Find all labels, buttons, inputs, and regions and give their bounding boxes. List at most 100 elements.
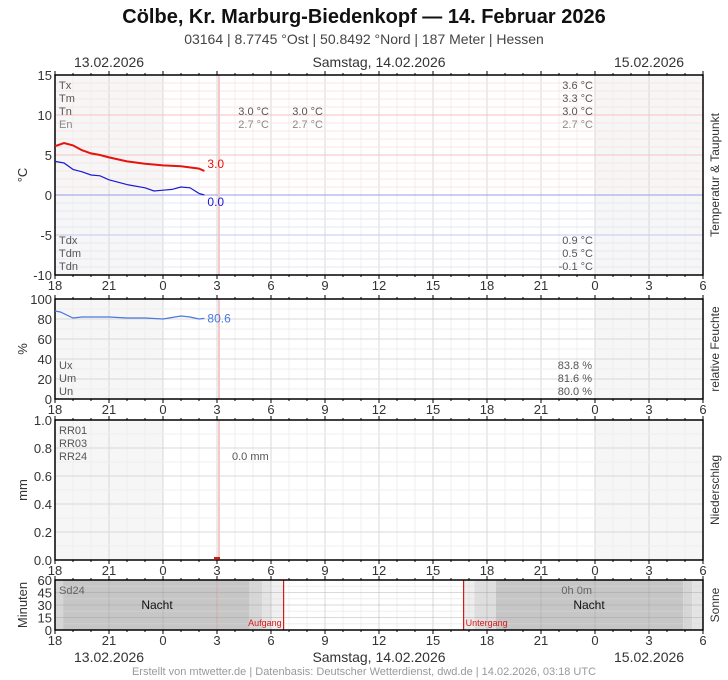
x-tick-label: 0 bbox=[591, 633, 598, 648]
stat-label: Tn bbox=[59, 106, 72, 118]
precipitation-bar bbox=[214, 557, 220, 559]
dewpoint-line bbox=[54, 160, 205, 196]
stat-label: RR01 bbox=[59, 425, 87, 437]
x-tick-label: 15 bbox=[426, 278, 440, 293]
night-band bbox=[496, 580, 684, 630]
x-tick-label: 0 bbox=[159, 402, 166, 417]
x-tick-label: 3 bbox=[213, 402, 220, 417]
y-axis-unit: °C bbox=[15, 168, 30, 183]
stat-label: RR03 bbox=[59, 438, 87, 450]
stat-value: 0.9 °C bbox=[562, 235, 593, 247]
temperature-panel bbox=[54, 71, 704, 279]
panel-title: Niederschlag bbox=[708, 455, 722, 525]
stat-value: 80.0 % bbox=[558, 386, 592, 398]
x-tick-label: 18 bbox=[480, 278, 494, 293]
stat-value: 3.0 °C bbox=[562, 106, 593, 118]
x-tick-label: 9 bbox=[321, 402, 328, 417]
night-band bbox=[55, 580, 64, 630]
panel-title: Sonne bbox=[708, 587, 722, 622]
y-tick-label: 45 bbox=[38, 586, 52, 601]
dewpoint-current-value: 0.0 bbox=[207, 195, 224, 209]
station-info: 03164 | 8.7745 °Ost | 50.8492 °Nord | 18… bbox=[184, 31, 544, 47]
x-tick-label: 18 bbox=[48, 563, 62, 578]
y-tick-label: 0.2 bbox=[34, 525, 52, 540]
x-tick-label: 6 bbox=[267, 402, 274, 417]
precipitation-panel bbox=[54, 416, 704, 564]
x-tick-label: 3 bbox=[213, 563, 220, 578]
x-tick-label: 21 bbox=[102, 633, 116, 648]
y-tick-label: 60 bbox=[38, 573, 52, 588]
stat-label: En bbox=[59, 119, 72, 131]
x-tick-label: 18 bbox=[480, 402, 494, 417]
x-tick-label: 6 bbox=[267, 563, 274, 578]
x-tick-label: 6 bbox=[699, 563, 706, 578]
x-tick-label: 12 bbox=[372, 278, 386, 293]
x-tick-label: 18 bbox=[48, 278, 62, 293]
y-tick-label: 30 bbox=[38, 598, 52, 613]
y-tick-label: 0.4 bbox=[34, 497, 52, 512]
x-tick-label: 18 bbox=[48, 633, 62, 648]
stat-label: Tdn bbox=[59, 261, 78, 273]
temperature-current-value: 3.0 bbox=[207, 157, 224, 171]
date-right: 15.02.2026 bbox=[614, 54, 685, 70]
x-tick-label: 0 bbox=[591, 563, 598, 578]
night-band bbox=[692, 580, 703, 630]
night-band bbox=[463, 580, 475, 630]
x-tick-label: 0 bbox=[159, 278, 166, 293]
date-center: Samstag, 14.02.2026 bbox=[312, 54, 446, 70]
x-tick-label: 12 bbox=[372, 563, 386, 578]
x-tick-label: 6 bbox=[267, 633, 274, 648]
y-axis-unit: % bbox=[15, 343, 30, 355]
y-tick-label: 0.6 bbox=[34, 469, 52, 484]
night-band bbox=[683, 580, 693, 630]
x-tick-label: 0 bbox=[591, 278, 598, 293]
date-left: 13.02.2026 bbox=[74, 54, 145, 70]
night-band bbox=[249, 580, 262, 630]
y-tick-label: 80 bbox=[38, 312, 52, 327]
sunset-label: Untergang bbox=[466, 618, 508, 628]
stat-label: Sd24 bbox=[59, 585, 85, 597]
x-tick-label: 15 bbox=[426, 402, 440, 417]
y-tick-label: 40 bbox=[38, 352, 52, 367]
y-tick-label: 0 bbox=[45, 623, 52, 638]
x-tick-label: 12 bbox=[372, 402, 386, 417]
stat-value: 3.3 °C bbox=[562, 93, 593, 105]
y-tick-label: -10 bbox=[33, 268, 52, 283]
x-tick-label: 6 bbox=[267, 278, 274, 293]
y-tick-label: 0 bbox=[45, 392, 52, 407]
x-tick-label: 15 bbox=[426, 633, 440, 648]
y-axis-unit: Minuten bbox=[15, 582, 30, 628]
x-tick-label: 6 bbox=[699, 278, 706, 293]
stat-label: Tdm bbox=[59, 248, 81, 260]
temperature-line bbox=[54, 141, 205, 172]
x-tick-label: 12 bbox=[372, 633, 386, 648]
night-band bbox=[262, 580, 271, 630]
credit-line: Erstellt von mtwetter.de | Datenbasis: D… bbox=[131, 666, 597, 678]
y-tick-label: 5 bbox=[45, 148, 52, 163]
stat-label: Un bbox=[59, 386, 73, 398]
y-tick-label: 10 bbox=[38, 108, 52, 123]
y-tick-label: 20 bbox=[38, 372, 52, 387]
stat-value: 0h 0m bbox=[561, 585, 592, 597]
y-axis-unit: mm bbox=[15, 479, 30, 501]
x-tick-label: 18 bbox=[480, 633, 494, 648]
x-tick-label: 0 bbox=[159, 563, 166, 578]
footer-date-left: 13.02.2026 bbox=[74, 649, 145, 665]
y-tick-label: 0 bbox=[45, 188, 52, 203]
footer-date-right: 15.02.2026 bbox=[614, 649, 685, 665]
sunrise-label: Aufgang bbox=[248, 618, 282, 628]
y-tick-label: 15 bbox=[38, 68, 52, 83]
night-band bbox=[474, 580, 496, 630]
panel-title: relative Feuchte bbox=[708, 306, 722, 392]
stat-value: -0.1 °C bbox=[559, 261, 593, 273]
x-tick-label: 21 bbox=[534, 402, 548, 417]
x-tick-label: 9 bbox=[321, 278, 328, 293]
x-tick-label: 6 bbox=[699, 402, 706, 417]
y-tick-label: -5 bbox=[40, 228, 52, 243]
humidity-panel bbox=[54, 295, 704, 403]
night-label: Nacht bbox=[573, 598, 605, 612]
x-tick-label: 0 bbox=[591, 402, 598, 417]
x-tick-label: 3 bbox=[645, 633, 652, 648]
sun-panel bbox=[54, 576, 704, 634]
x-tick-label: 18 bbox=[480, 563, 494, 578]
